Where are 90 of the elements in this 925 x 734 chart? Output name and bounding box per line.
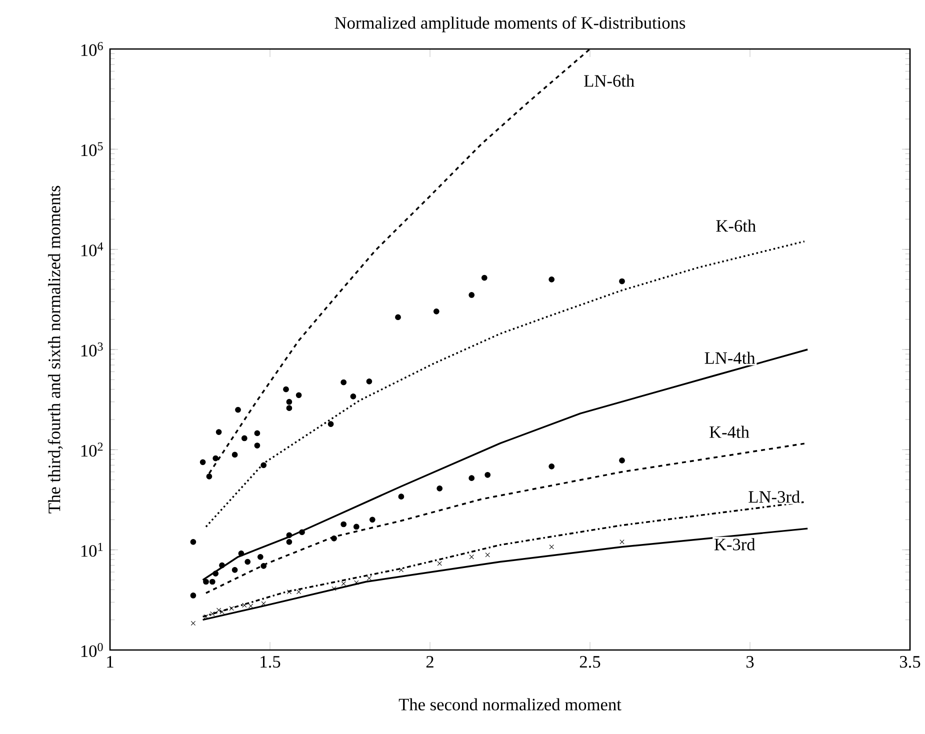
x-tick-label: 3 [746, 656, 754, 668]
y-tick-label: 10$^{3}$ [81, 342, 103, 356]
point [254, 430, 260, 436]
point [210, 611, 215, 616]
point [469, 554, 474, 560]
point [437, 561, 442, 566]
x-tick-label: 3.5 [900, 656, 920, 668]
line-series [205, 442, 806, 594]
point [216, 429, 222, 435]
point [341, 581, 346, 586]
point [206, 474, 212, 480]
point [232, 452, 238, 458]
series-label: LN-4th [704, 352, 756, 364]
point [238, 550, 244, 556]
point [548, 276, 555, 282]
point [366, 378, 372, 384]
point [328, 421, 334, 428]
series-label: K-6th [716, 220, 756, 232]
series-label: K-3rd [714, 538, 756, 550]
series-label: LN-6th [584, 74, 634, 87]
x-tick-label: 2 [426, 656, 434, 668]
point [468, 292, 475, 298]
point [468, 475, 475, 482]
chart-title: Normalized amplitude moments of K-distributions [334, 16, 686, 32]
point [299, 529, 305, 536]
y-tick-label: 10$^{5}$ [81, 142, 103, 156]
point [548, 463, 555, 470]
point [212, 455, 219, 462]
point [212, 570, 219, 576]
point [353, 524, 360, 530]
point [241, 435, 248, 442]
y-tick-label: 10$^{2}$ [81, 442, 103, 457]
point [216, 608, 222, 612]
point [286, 532, 292, 538]
point [620, 540, 624, 544]
point [340, 379, 347, 386]
point [254, 442, 260, 448]
point [286, 405, 292, 412]
x-tick-label: 1.5 [260, 656, 280, 668]
point [484, 472, 491, 478]
point [219, 562, 225, 568]
point [398, 494, 404, 500]
point [433, 308, 440, 314]
series-label: LN-3rd [748, 490, 800, 503]
point [260, 563, 267, 569]
point [331, 535, 337, 542]
point [286, 590, 292, 594]
y-tick-label: 10$^{4}$ [81, 242, 104, 256]
point [203, 578, 209, 585]
x-tick-label: 2.5 [580, 656, 600, 668]
point [296, 392, 302, 398]
point [190, 620, 196, 626]
point [395, 314, 401, 320]
point [436, 486, 443, 492]
point [340, 521, 347, 528]
point [369, 516, 376, 523]
point [286, 398, 292, 405]
point [354, 580, 359, 586]
point [190, 538, 196, 545]
point [350, 393, 356, 400]
y-tick-label: 10$^{6}$ [81, 42, 103, 56]
point [332, 586, 336, 591]
point [220, 610, 224, 614]
x-tick-label: 1 [107, 656, 114, 668]
point [200, 459, 206, 466]
point [485, 552, 490, 558]
x-axis-title: The second normalized moment [398, 698, 622, 710]
y-tick-label: 10$^{0}$ [81, 642, 103, 658]
point [229, 606, 234, 611]
point [190, 592, 196, 598]
point [204, 614, 208, 620]
point [257, 554, 264, 560]
point [209, 578, 216, 585]
series-label: K-4th [710, 426, 750, 438]
point [296, 590, 302, 594]
line-series [205, 240, 806, 528]
point [260, 462, 267, 468]
point [283, 386, 289, 392]
point [619, 278, 625, 284]
point [619, 458, 625, 464]
point [366, 576, 372, 581]
point [549, 544, 554, 550]
point [481, 274, 488, 281]
point [286, 538, 292, 545]
point [232, 566, 238, 573]
y-axis-title: The third,fourth and sixth normalized moments [48, 186, 63, 514]
point [244, 558, 251, 565]
point [398, 568, 404, 572]
y-tick-label: 10$^{1}$ [81, 542, 103, 557]
point [235, 406, 241, 413]
